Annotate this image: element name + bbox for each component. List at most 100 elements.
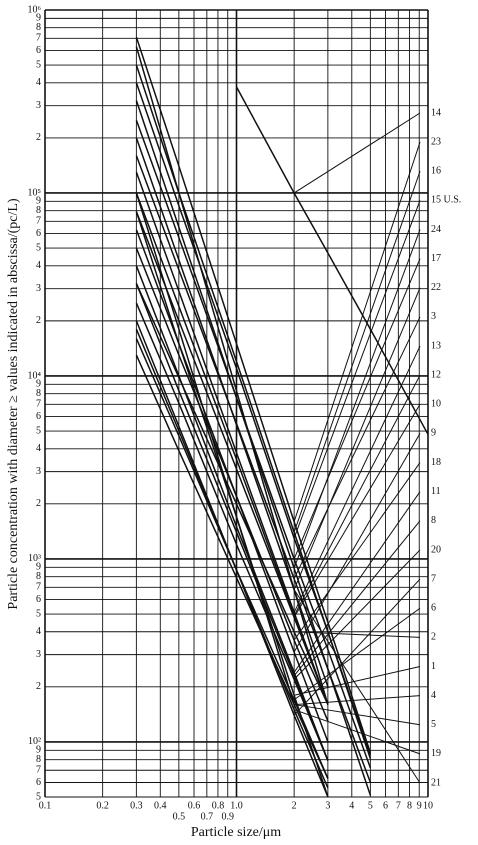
y-tick-label: 3 xyxy=(36,283,41,294)
y-tick-label: 2 xyxy=(36,132,41,143)
y-tick-label: 5 xyxy=(36,791,41,802)
series-label: 12 xyxy=(431,369,441,380)
leader-line xyxy=(293,345,421,613)
y-tick-label: 4 xyxy=(36,77,41,88)
y-tick-label: 4 xyxy=(36,443,41,454)
leader-line xyxy=(294,631,421,638)
leader-line xyxy=(293,462,421,641)
x-tick-label: 3 xyxy=(325,800,330,811)
series-label: 21 xyxy=(431,777,441,788)
leader-line xyxy=(293,520,421,677)
series-label: 15 U.S. xyxy=(431,195,461,206)
series-label: 3 xyxy=(431,311,436,322)
series-label: 7 xyxy=(431,573,436,584)
leader-line xyxy=(293,549,421,680)
y-tick-label: 3 xyxy=(36,100,41,111)
x-tick-label: 0.6 xyxy=(188,800,201,811)
series-line xyxy=(135,192,295,705)
x-tick-label: 0.7 xyxy=(201,811,214,822)
leader-line xyxy=(293,491,421,673)
series-label: 24 xyxy=(431,224,441,235)
leader-line xyxy=(293,287,421,590)
y-tick-label: 2 xyxy=(36,498,41,509)
series-label: 17 xyxy=(431,253,441,264)
y-tick-label: 2 xyxy=(36,681,41,692)
x-tick-label: 5 xyxy=(368,800,373,811)
x-tick-label: 1.0 xyxy=(230,800,243,811)
series-label: 6 xyxy=(431,603,436,614)
x-tick-label: 2 xyxy=(292,800,297,811)
series-label: 20 xyxy=(431,544,441,555)
y-tick-label: 9 xyxy=(36,13,41,24)
series-label: 2 xyxy=(431,632,436,643)
series-label: 13 xyxy=(431,340,441,351)
y-tick-label: 10³ xyxy=(28,553,41,564)
y-tick-label: 2 xyxy=(36,315,41,326)
y-tick-label: 6 xyxy=(36,777,41,788)
leader-line xyxy=(294,704,421,726)
series-line xyxy=(135,283,329,705)
y-tick-label: 8 xyxy=(36,571,41,582)
y-tick-label: 5 xyxy=(36,425,41,436)
y-tick-label: 6 xyxy=(36,594,41,605)
x-tick-label: 6 xyxy=(383,800,388,811)
series-label: 8 xyxy=(431,515,436,526)
y-tick-label: 3 xyxy=(36,649,41,660)
x-tick-label: 0.9 xyxy=(221,811,234,822)
x-tick-label: 7 xyxy=(396,800,401,811)
leader-line xyxy=(293,709,421,755)
series-line xyxy=(135,119,372,769)
leader-line xyxy=(293,433,421,653)
y-tick-label: 6 xyxy=(36,228,41,239)
y-tick-label: 10⁵ xyxy=(28,187,42,198)
series-line xyxy=(135,265,329,761)
leader-line xyxy=(293,374,421,616)
leader-line xyxy=(293,258,421,560)
leader-line xyxy=(293,589,421,784)
series-line xyxy=(135,302,329,761)
series-label: 19 xyxy=(431,748,441,759)
series-label: 14 xyxy=(431,107,441,118)
series-line xyxy=(135,100,372,796)
series-label: 10 xyxy=(431,399,441,410)
series-line xyxy=(135,171,329,705)
series-line xyxy=(135,36,372,754)
y-tick-label: 9 xyxy=(36,745,41,756)
x-tick-label: 0.4 xyxy=(154,800,167,811)
x-tick-label: 8 xyxy=(407,800,412,811)
y-tick-label: 4 xyxy=(36,260,41,271)
series-label: 11 xyxy=(431,486,441,497)
leader-line xyxy=(293,141,421,522)
leader-line xyxy=(293,229,421,569)
series-label: 1 xyxy=(431,661,436,672)
series-label: 4 xyxy=(431,690,436,701)
y-tick-label: 8 xyxy=(36,22,41,33)
series-label: 5 xyxy=(431,719,436,730)
y-tick-label: 5 xyxy=(36,59,41,70)
y-tick-label: 9 xyxy=(36,379,41,390)
y-tick-label: 7 xyxy=(36,765,41,776)
y-tick-label: 5 xyxy=(36,242,41,253)
x-tick-label: 0.1 xyxy=(39,800,52,811)
x-tick-label: 0.2 xyxy=(96,800,109,811)
y-tick-label: 10⁴ xyxy=(28,370,42,381)
leader-line xyxy=(293,112,421,194)
series-label: 16 xyxy=(431,166,441,177)
y-tick-label: 10⁶ xyxy=(28,4,42,15)
x-tick-label: 9 xyxy=(417,800,422,811)
x-tick-label: 0.8 xyxy=(212,800,225,811)
y-tick-label: 7 xyxy=(36,216,41,227)
y-tick-label: 7 xyxy=(36,582,41,593)
y-tick-label: 7 xyxy=(36,399,41,410)
leader-line xyxy=(293,316,421,579)
series-line xyxy=(135,46,329,705)
y-tick-label: 10² xyxy=(28,736,41,747)
series-line xyxy=(135,328,329,789)
y-tick-label: 4 xyxy=(36,626,41,637)
x-tick-label: 10 xyxy=(423,800,433,811)
leader-line xyxy=(294,695,421,706)
y-tick-label: 6 xyxy=(36,411,41,422)
leader-line xyxy=(293,200,421,539)
x-tick-label: 0.3 xyxy=(130,800,143,811)
